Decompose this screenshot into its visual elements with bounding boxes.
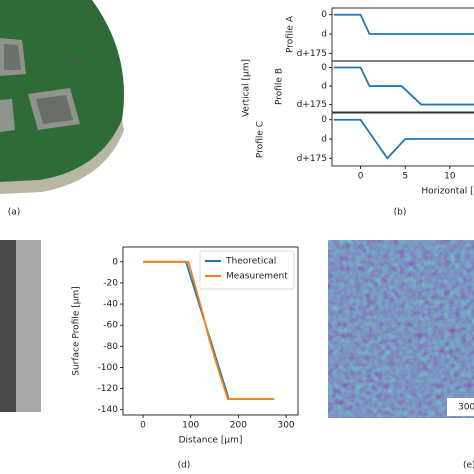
data-line [333, 13, 474, 35]
mark [74, 66, 77, 69]
axes-frame [122, 246, 299, 416]
panel-label: (d) [178, 461, 191, 471]
y-tick-label: d [321, 30, 327, 40]
pocket-floor [36, 95, 73, 124]
legend-label: Theoretical [225, 257, 276, 267]
data-line [333, 66, 474, 106]
y-tick-label: -20 [103, 278, 118, 288]
y-tick-label: 0 [321, 10, 327, 20]
x-tick-label: 100 [182, 421, 199, 431]
y-tick-label: d+175 [297, 154, 327, 164]
pocket-floor [4, 44, 21, 70]
scale-bar-label: 300 [458, 403, 474, 413]
y-axis-label: Profile A [286, 15, 296, 53]
x-tick-label: 0 [358, 172, 364, 182]
wafer-edge [0, 120, 124, 194]
image-dark [0, 240, 16, 412]
sem-image [0, 240, 41, 412]
y-axis-label: Profile C [256, 121, 266, 158]
sup-y-label: Vertical [µm] [242, 59, 252, 117]
x-tick-label: 300 [277, 421, 294, 431]
texture-image [328, 240, 474, 418]
y-tick-label: -120 [98, 384, 119, 394]
mark [74, 60, 77, 63]
y-tick-label: -100 [98, 363, 119, 373]
y-tick-label: 0 [112, 257, 118, 267]
y-tick-label: -40 [103, 300, 118, 310]
y-tick-label: d [321, 135, 327, 145]
x-axis-label: Distance [µm] [179, 436, 243, 446]
alignment-marks [74, 60, 82, 69]
y-tick-label: d+175 [297, 100, 327, 110]
image-light [16, 240, 41, 412]
y-tick-label: 0 [321, 63, 327, 73]
y-axis-label: Surface Profile [µm] [72, 286, 82, 376]
panel-label: (b) [394, 208, 407, 218]
y-tick-label: -80 [103, 342, 118, 352]
pocket [0, 99, 15, 132]
y-tick-label: d+175 [297, 49, 327, 59]
panel-label: (a) [8, 208, 21, 218]
legend-box [199, 250, 295, 290]
y-axis-label: Profile B [275, 68, 285, 105]
y-tick-label: d [321, 82, 327, 92]
axes-frame [331, 112, 474, 167]
x-tick-label: 0 [140, 421, 146, 431]
scale-bar-box [447, 398, 474, 416]
mark [79, 66, 82, 69]
wafer-render [0, 0, 124, 194]
x-tick-label: 200 [230, 421, 247, 431]
y-tick-label: -140 [98, 405, 119, 415]
panel-label: (e) [463, 461, 474, 471]
data-line [143, 260, 275, 401]
legend-label: Measurement [226, 272, 288, 282]
mark [79, 60, 82, 63]
y-tick-label: -60 [103, 321, 118, 331]
x-tick-label: 5 [402, 172, 408, 182]
x-tick-label: 10 [444, 172, 456, 182]
data-line [333, 118, 474, 160]
axes-frame [331, 60, 474, 113]
x-axis-label: Horizontal [mm] [421, 187, 474, 197]
y-tick-label: 0 [321, 115, 327, 125]
